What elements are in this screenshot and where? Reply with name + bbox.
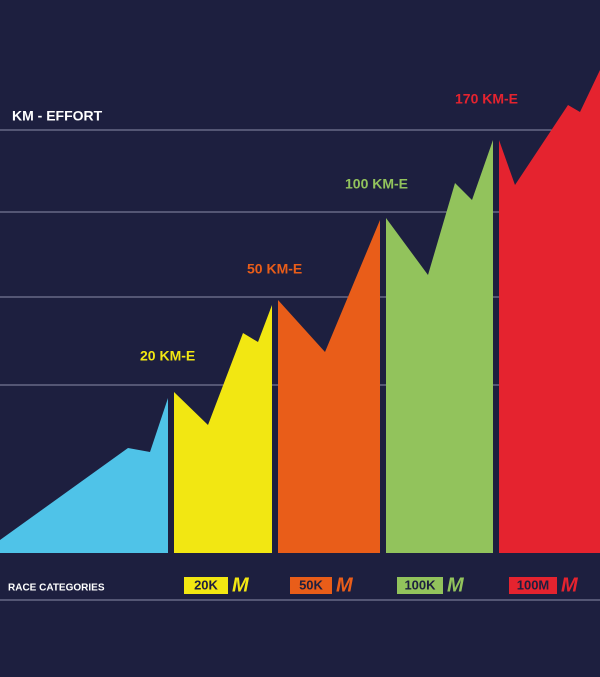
badge-text: 20K (194, 577, 218, 592)
mountain-50k (174, 305, 272, 553)
level-label: 100 KM-E (345, 176, 408, 192)
badge-text: 100K (404, 577, 436, 592)
badge (290, 577, 332, 594)
badge-unit: M (232, 574, 250, 596)
badge (184, 577, 228, 594)
mountain-100m (386, 140, 493, 553)
axis-title: KM - EFFORT (12, 108, 103, 124)
footer-title: RACE CATEGORIES (8, 583, 105, 594)
level-label: 170 KM-E (455, 91, 518, 107)
level-label: 50 KM-E (247, 261, 302, 277)
mountain-100k (278, 220, 380, 553)
badge-text: 100M (517, 577, 550, 592)
badge-unit: M (561, 574, 579, 596)
badge (397, 577, 443, 594)
badge-text: 50K (299, 577, 323, 592)
badge-unit: M (447, 574, 465, 596)
mountain-20k (0, 398, 168, 553)
mountain-top (499, 70, 600, 553)
badge (509, 577, 557, 594)
level-label: 20 KM-E (140, 348, 195, 364)
badge-unit: M (336, 574, 354, 596)
